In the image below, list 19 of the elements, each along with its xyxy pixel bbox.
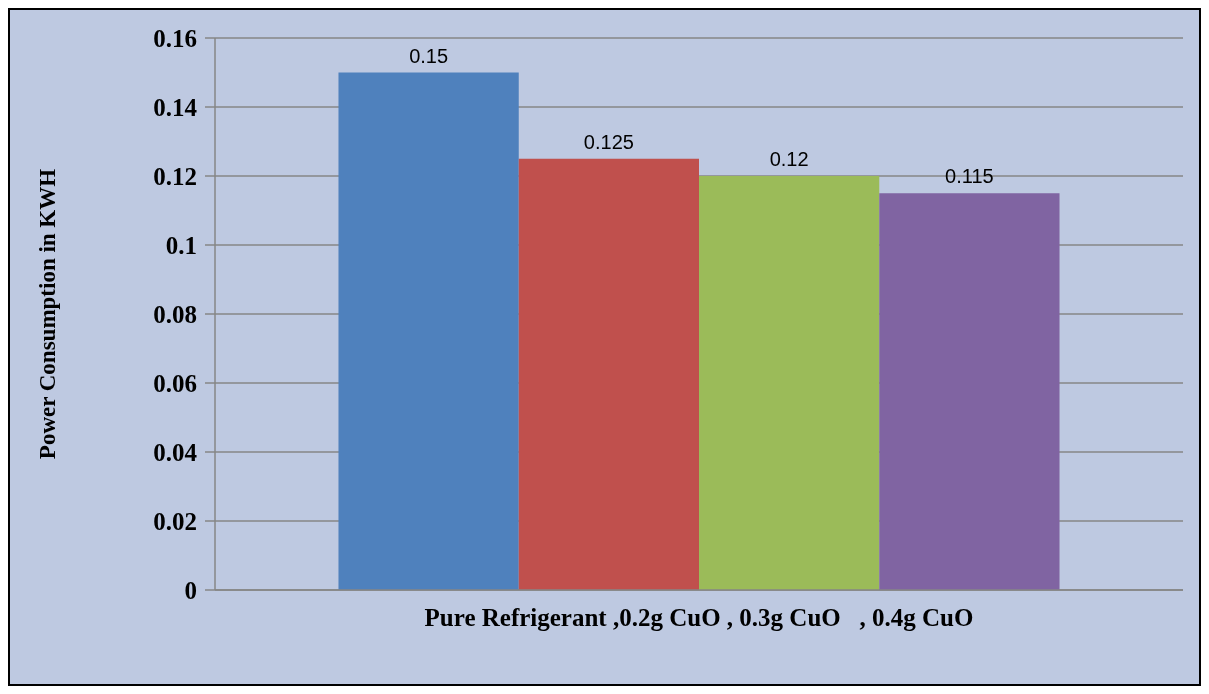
data-label: 0.15 [409,44,449,67]
y-tick-label: 0.02 [153,507,197,535]
bar [879,193,1060,590]
data-label: 0.125 [583,130,634,153]
bar [699,176,880,590]
bar [518,158,699,590]
y-tick-label: 0.16 [153,24,197,52]
y-axis-title: Power Consumption in KWH [35,168,60,460]
y-tick-label: 0.1 [165,231,197,259]
y-tick-label: 0 [184,576,197,604]
data-label: 0.115 [945,165,994,188]
bar [338,72,519,590]
y-tick-label: 0.08 [153,300,197,328]
y-tick-label: 0.06 [153,369,197,397]
y-tick-label: 0.12 [153,162,197,190]
y-tick-label: 0.14 [153,93,198,121]
y-tick-label: 0.04 [153,438,198,466]
data-label: 0.12 [769,148,809,170]
x-tick-label: Pure Refrigerant ,0.2g CuO , 0.3g CuO , 0.4g CuO [424,604,974,631]
